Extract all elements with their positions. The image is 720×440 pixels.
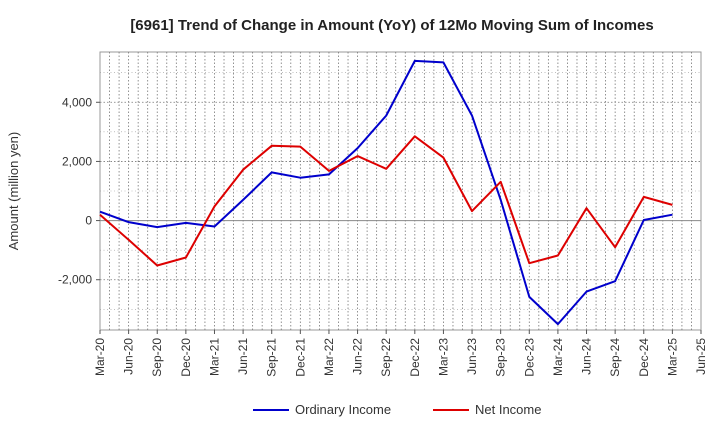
x-tick-label: Mar-22	[322, 338, 336, 376]
x-axis: Mar-20 Jun-20 Sep-20 Dec-20 Mar-21 Jun-21 Sep-…	[93, 330, 708, 377]
series-line-ordinary-income	[99, 59, 673, 326]
x-tick-label: Sep-22	[379, 338, 393, 377]
x-tick-label: Dec-20	[179, 338, 193, 377]
legend-label: Ordinary Income	[295, 402, 391, 417]
x-tick-label: Jun-20	[122, 338, 136, 375]
legend-label: Net Income	[475, 402, 541, 417]
chart-title: [6961] Trend of Change in Amount (YoY) o…	[130, 17, 653, 34]
x-tick-label: Jun-25	[694, 338, 708, 375]
x-tick-label: Mar-23	[436, 338, 450, 376]
x-tick-label: Dec-24	[637, 338, 651, 377]
y-axis-label: Amount (million yen)	[6, 132, 21, 251]
legend: Ordinary Income Net Income	[253, 402, 541, 417]
grid	[100, 52, 701, 330]
x-tick-label: Sep-24	[608, 338, 622, 377]
y-tick-label: 0	[85, 214, 92, 228]
x-tick-label: Mar-21	[207, 338, 221, 376]
plot-area	[99, 51, 702, 331]
x-tick-label: Dec-22	[408, 338, 422, 377]
x-tick-label: Dec-21	[293, 338, 307, 377]
y-tick-label: 4,000	[62, 95, 92, 109]
x-tick-label: Dec-23	[522, 338, 536, 377]
x-tick-label: Jun-24	[580, 338, 594, 375]
x-tick-label: Mar-24	[551, 338, 565, 376]
x-tick-label: Mar-20	[93, 338, 107, 376]
series	[99, 59, 673, 326]
x-tick-label: Jun-21	[236, 338, 250, 375]
x-tick-label: Mar-25	[665, 338, 679, 376]
plot-frame	[99, 51, 702, 331]
y-axis: -2,000 0 2,000 4,000	[58, 95, 100, 287]
x-tick-label: Jun-22	[351, 338, 365, 375]
series-line-net-income	[99, 135, 673, 267]
x-tick-label: Sep-23	[494, 338, 508, 377]
x-tick-label: Sep-21	[265, 338, 279, 377]
y-tick-label: 2,000	[62, 154, 92, 168]
x-tick-label: Sep-20	[150, 338, 164, 377]
x-tick-label: Jun-23	[465, 338, 479, 375]
y-tick-label: -2,000	[58, 273, 92, 287]
